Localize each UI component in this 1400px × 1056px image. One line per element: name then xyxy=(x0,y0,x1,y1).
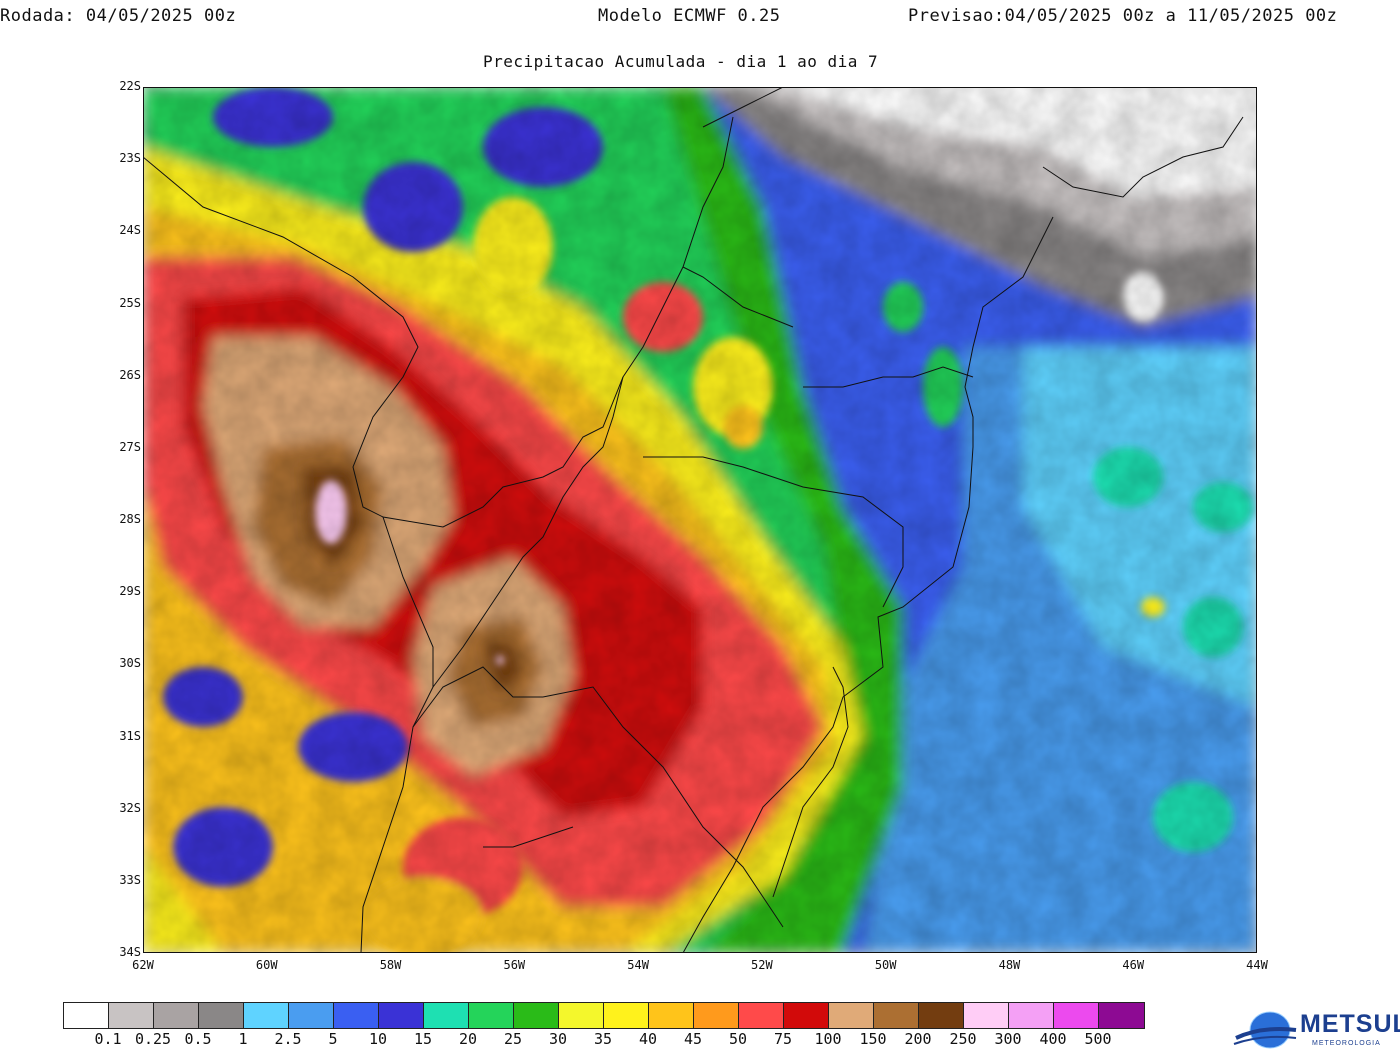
latitude-label: 25S xyxy=(119,295,141,310)
legend-swatch xyxy=(964,1003,1009,1028)
latitude-label: 31S xyxy=(119,728,141,743)
legend-swatch xyxy=(739,1003,784,1028)
legend-value: 0.25 xyxy=(134,1030,172,1048)
map-subtitle: Precipitacao Acumulada - dia 1 ao dia 7 xyxy=(483,52,879,71)
longitude-label: 56W xyxy=(503,958,526,972)
legend-swatch xyxy=(109,1003,154,1028)
legend-swatch xyxy=(1054,1003,1099,1028)
legend-value: 20 xyxy=(458,1030,478,1048)
legend-swatch xyxy=(1099,1003,1144,1028)
forecast-info: Previsao:04/05/2025 00z a 11/05/2025 00z xyxy=(908,6,1337,26)
longitude-label: 48W xyxy=(998,958,1021,972)
map-frame xyxy=(143,87,1257,953)
legend-value: 10 xyxy=(368,1030,388,1048)
legend-swatch xyxy=(1009,1003,1054,1028)
legend-swatch xyxy=(379,1003,424,1028)
latitude-label: 29S xyxy=(119,584,141,599)
legend-value: 30 xyxy=(548,1030,568,1048)
latitude-label: 27S xyxy=(119,439,141,454)
logo-wordmark: METSUL xyxy=(1300,1010,1400,1038)
latitude-label: 28S xyxy=(119,512,141,526)
legend-value: 400 xyxy=(1039,1030,1067,1048)
legend-swatch xyxy=(829,1003,874,1028)
model-title: Modelo ECMWF 0.25 xyxy=(598,6,781,26)
metsul-logo: METSUL METEOROLOGIA xyxy=(1232,1008,1400,1052)
longitude-label: 58W xyxy=(379,958,402,972)
legend-swatch xyxy=(469,1003,514,1028)
legend-value: 500 xyxy=(1084,1030,1112,1048)
legend-swatch xyxy=(694,1003,739,1028)
legend-value: 75 xyxy=(773,1030,793,1048)
legend-swatch xyxy=(919,1003,964,1028)
run-info: Rodada: 04/05/2025 00z xyxy=(0,6,236,26)
legend-value: 150 xyxy=(859,1030,887,1048)
longitude-label: 60W xyxy=(255,958,278,972)
legend-swatch xyxy=(154,1003,199,1028)
longitude-label: 52W xyxy=(751,958,773,972)
legend-value: 250 xyxy=(949,1030,977,1048)
longitude-label: 44W xyxy=(1246,958,1268,972)
latitude-label: 32S xyxy=(119,800,141,815)
run-value: 04/05/2025 00z xyxy=(85,6,237,26)
longitude-label: 54W xyxy=(627,958,649,972)
legend-value: 100 xyxy=(814,1030,842,1048)
legend-value: 300 xyxy=(994,1030,1022,1048)
legend-swatch xyxy=(874,1003,919,1028)
latitude-label: 22S xyxy=(119,79,141,93)
logo-tagline: METEOROLOGIA xyxy=(1312,1040,1381,1047)
map-boundaries xyxy=(143,87,1244,953)
run-label: Rodada: xyxy=(0,6,76,26)
latitude-label: 30S xyxy=(119,656,141,671)
legend-swatch xyxy=(199,1003,244,1028)
legend-value: 45 xyxy=(683,1030,703,1048)
legend-swatch xyxy=(649,1003,694,1028)
precipitation-field xyxy=(143,87,1257,953)
longitude-label: 62W xyxy=(132,958,154,972)
latitude-label: 26S xyxy=(119,367,141,382)
legend-value: 2.5 xyxy=(274,1030,302,1048)
longitude-label: 50W xyxy=(874,958,897,972)
color-legend xyxy=(63,1002,1145,1029)
forecast-label: Previsao: xyxy=(908,6,1005,26)
legend-value: 1 xyxy=(238,1030,248,1048)
legend-value: 0.1 xyxy=(94,1030,122,1048)
latitude-label: 33S xyxy=(119,872,141,887)
legend-swatch xyxy=(289,1003,334,1028)
legend-value: 0.5 xyxy=(184,1030,212,1048)
legend-value: 35 xyxy=(593,1030,613,1048)
legend-swatch xyxy=(424,1003,469,1028)
legend-swatch xyxy=(514,1003,559,1028)
precipitation-map xyxy=(143,87,1257,953)
legend-value: 5 xyxy=(328,1030,338,1048)
legend-value: 15 xyxy=(413,1030,433,1048)
latitude-label: 34S xyxy=(119,945,141,959)
legend-value: 40 xyxy=(638,1030,658,1048)
legend-swatch xyxy=(604,1003,649,1028)
legend-swatch xyxy=(244,1003,289,1028)
legend-swatch xyxy=(64,1003,109,1028)
legend-value: 25 xyxy=(503,1030,523,1048)
forecast-value: 04/05/2025 00z a 11/05/2025 00z xyxy=(1004,6,1338,26)
globe-icon xyxy=(1233,1011,1297,1049)
latitude-label: 23S xyxy=(119,151,141,166)
longitude-label: 46W xyxy=(1122,958,1145,972)
legend-swatch xyxy=(559,1003,604,1028)
latitude-label: 24S xyxy=(119,223,141,238)
legend-swatch xyxy=(784,1003,829,1028)
legend-swatch xyxy=(334,1003,379,1028)
legend-value: 200 xyxy=(904,1030,932,1048)
legend-value: 50 xyxy=(728,1030,748,1048)
